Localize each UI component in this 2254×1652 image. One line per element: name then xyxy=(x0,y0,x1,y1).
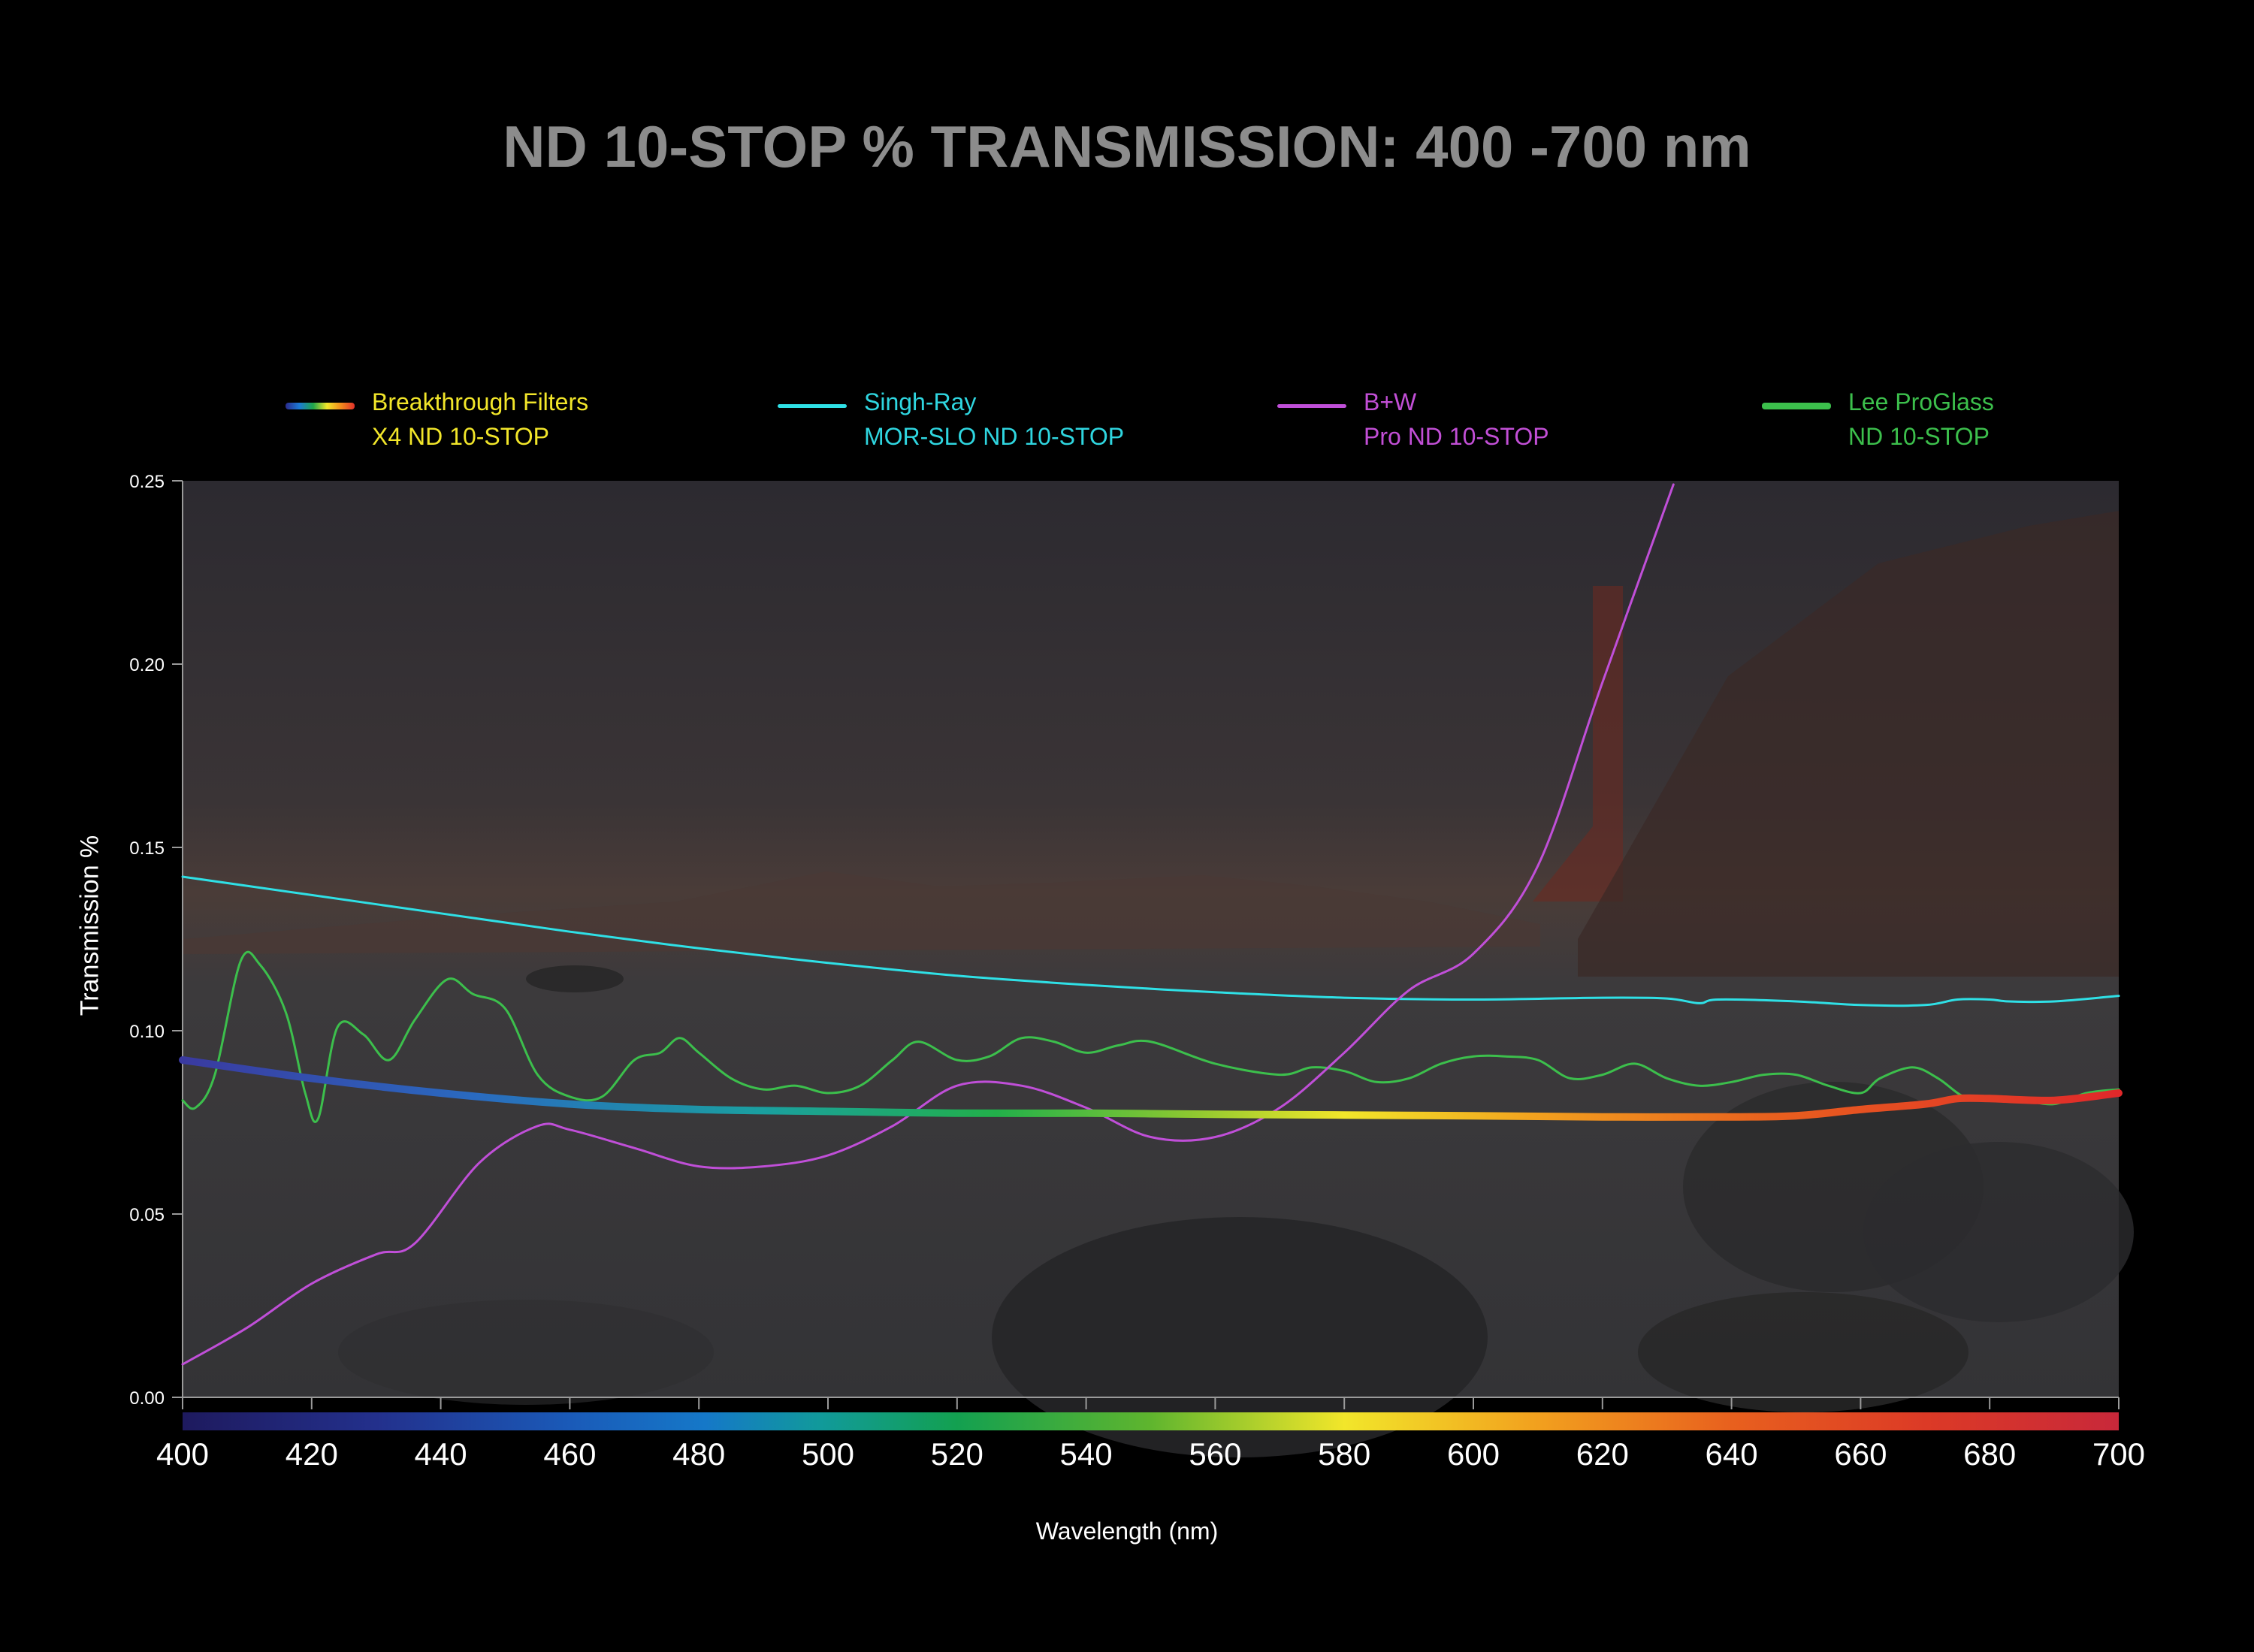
rock-shape xyxy=(526,965,624,992)
x-tick-label: 660 xyxy=(1834,1436,1887,1472)
legend-text: Lee ProGlass ND 10-STOP xyxy=(1848,385,1994,454)
x-tick-label: 520 xyxy=(931,1436,983,1472)
background-photo xyxy=(183,481,2134,1457)
x-tick-label: 580 xyxy=(1318,1436,1370,1472)
y-tick-label: 0.00 xyxy=(129,1388,165,1409)
legend-text: Breakthrough Filters X4 ND 10-STOP xyxy=(372,385,588,454)
legend-label-line1: Singh-Ray xyxy=(864,388,977,415)
x-tick-label: 440 xyxy=(415,1436,467,1472)
series-singh-ray-line xyxy=(181,875,2120,1007)
axes xyxy=(172,480,2120,1409)
legend-label-line1: Breakthrough Filters xyxy=(372,388,589,415)
series-lee-line xyxy=(181,950,2120,1123)
y-tick-label: 0.25 xyxy=(129,472,165,492)
bridge-deck-shape xyxy=(1578,511,2119,977)
x-tick-label: 540 xyxy=(1060,1436,1113,1472)
y-tick-label: 0.10 xyxy=(129,1022,165,1042)
series-bw-line xyxy=(181,483,1675,1366)
x-axis-label: Wavelength (nm) xyxy=(1035,1518,1219,1545)
tick-labels: 0.00 0.05 0.10 0.15 0.20 0.25 400 420 440 460 480 5… xyxy=(129,472,2145,1472)
rock-shape xyxy=(1638,1292,1968,1412)
x-tick-label: 620 xyxy=(1576,1436,1629,1472)
spectrum-bar xyxy=(183,1412,2119,1430)
y-tick-label: 0.20 xyxy=(129,655,165,675)
legend-label-line2: Pro ND 10-STOP xyxy=(1364,423,1549,450)
x-tick-label: 420 xyxy=(286,1436,338,1472)
x-tick-label: 480 xyxy=(672,1436,725,1472)
legend-swatch-green xyxy=(1762,403,1831,409)
x-tick-label: 600 xyxy=(1447,1436,1500,1472)
legend-text: Singh-Ray MOR-SLO ND 10-STOP xyxy=(864,385,1124,454)
legend-label-line2: X4 ND 10-STOP xyxy=(372,423,549,450)
hills-shape xyxy=(183,871,1540,954)
x-tick-label: 460 xyxy=(543,1436,596,1472)
x-tick-label: 500 xyxy=(802,1436,854,1472)
legend-swatch-purple xyxy=(1277,404,1346,408)
series-group xyxy=(179,483,2123,1366)
x-tick-label: 680 xyxy=(1963,1436,2016,1472)
legend-label-line1: Lee ProGlass xyxy=(1848,388,1994,415)
y-axis-label: Transmission % xyxy=(75,835,104,1016)
legend-label-line2: MOR-SLO ND 10-STOP xyxy=(864,423,1125,450)
legend-swatch-cyan xyxy=(778,404,847,408)
rock-shape xyxy=(1863,1142,2134,1322)
legend-text: B+W Pro ND 10-STOP xyxy=(1364,385,1549,454)
y-tick-label: 0.05 xyxy=(129,1205,165,1225)
x-tick-label: 700 xyxy=(2092,1436,2145,1472)
series-breakthrough-line xyxy=(179,1056,2123,1121)
chart-title: ND 10-STOP % TRANSMISSION: 400 -700 nm xyxy=(503,113,1751,180)
x-tick-label: 640 xyxy=(1706,1436,1758,1472)
x-tick-label: 560 xyxy=(1189,1436,1241,1472)
legend-label-line2: ND 10-STOP xyxy=(1848,423,1990,450)
legend-label-line1: B+W xyxy=(1364,388,1417,415)
y-tick-label: 0.15 xyxy=(129,838,165,859)
legend-swatch-rainbow xyxy=(286,403,355,409)
bridge-tower-shape xyxy=(1533,586,1623,902)
rock-shape xyxy=(338,1300,714,1405)
x-tick-label: 400 xyxy=(156,1436,209,1472)
